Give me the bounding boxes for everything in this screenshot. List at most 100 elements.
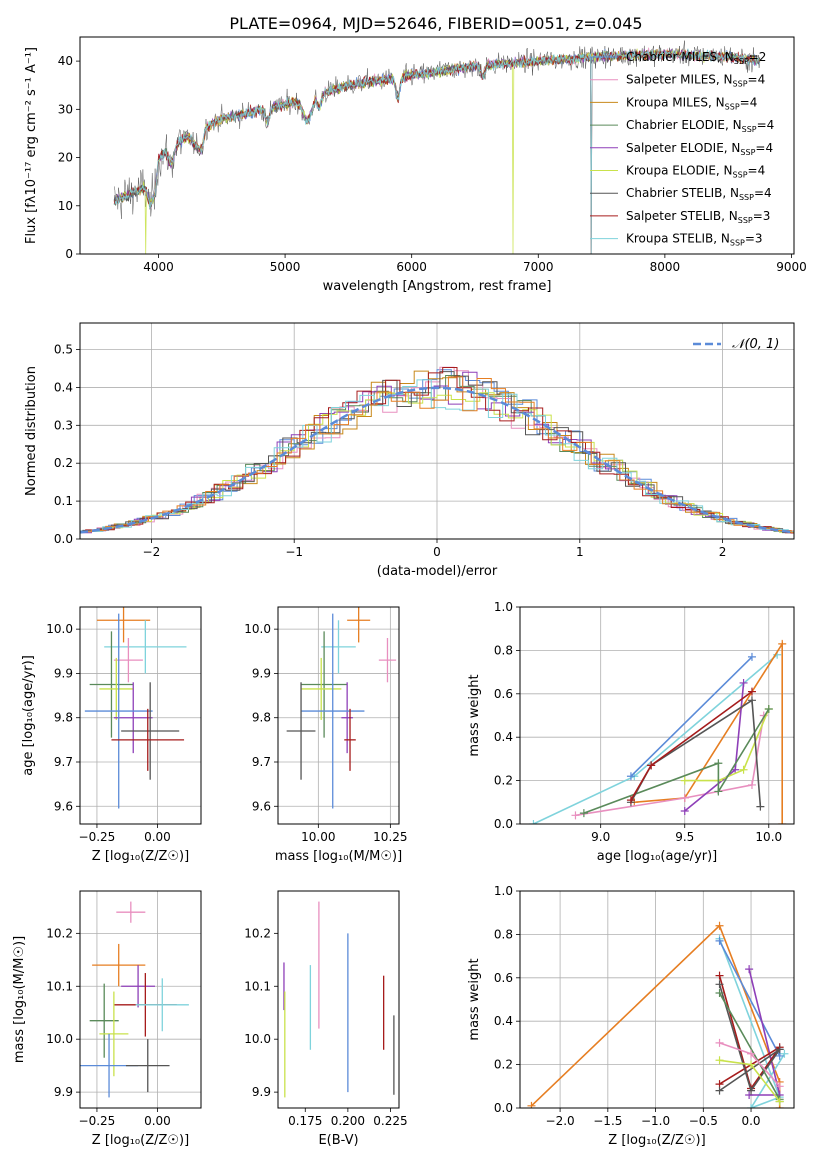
weight-marker	[756, 802, 765, 811]
x-tick-label: 10.0	[755, 830, 782, 844]
weight-marker	[715, 971, 724, 980]
weight-marker	[739, 678, 748, 687]
weight-marker	[775, 1082, 784, 1091]
weight-marker	[764, 704, 773, 713]
y-tick-label: 20	[58, 151, 73, 165]
x-axis-label: age [log₁₀(age/yr)]	[597, 849, 718, 864]
x-tick-label: 10.25	[373, 830, 407, 844]
y-tick-label: 0.2	[494, 774, 513, 788]
x-axis-label: Z [log₁₀(Z/Z☉)]	[608, 1133, 705, 1148]
x-tick-label: −0.25	[79, 1114, 116, 1128]
y-tick-label: 10.0	[46, 1032, 73, 1046]
x-tick-label: 0	[433, 545, 441, 559]
y-tick-label: 9.9	[54, 1085, 73, 1099]
weight-marker	[778, 639, 787, 648]
y-tick-label: 0.3	[54, 418, 73, 432]
weight-marker	[747, 696, 756, 705]
x-tick-label: −0.25	[79, 830, 116, 844]
x-tick-label: 6000	[396, 260, 427, 274]
legend-entry: Chabrier STELIB, NSSP=4	[626, 186, 772, 202]
weight-marker	[747, 1086, 756, 1095]
weight-marker	[745, 1090, 754, 1099]
weight-marker	[775, 1045, 784, 1054]
axes-frame	[519, 890, 795, 1109]
y-tick-label: 9.8	[252, 711, 271, 725]
x-axis-label: Z [log₁₀(Z/Z☉)]	[92, 1133, 189, 1148]
weight-marker	[715, 1038, 724, 1047]
weight-line	[630, 690, 753, 801]
weight-marker	[747, 1104, 756, 1108]
x-axis-label: (data-model)/error	[377, 564, 498, 579]
weight-marker	[626, 772, 635, 781]
weight-marker	[715, 1056, 724, 1065]
x-tick-label: 0.225	[373, 1114, 407, 1128]
y-axis-label: mass weight	[467, 674, 482, 756]
y-tick-label: 10.0	[244, 1032, 271, 1046]
legend-entry: Salpeter ELODIE, NSSP=4	[626, 141, 773, 157]
y-tick-label: 1.0	[494, 884, 513, 898]
x-tick-label: −0.5	[689, 1114, 718, 1128]
y-tick-label: 10.0	[46, 622, 73, 636]
x-tick-label: 9000	[776, 260, 807, 274]
legend-entry: Chabrier ELODIE, NSSP=4	[626, 118, 774, 134]
x-axis-label: Z [log₁₀(Z/Z☉)]	[92, 849, 189, 864]
x-tick-label: −1.5	[593, 1114, 622, 1128]
normal-curve	[80, 386, 794, 534]
legend-entry: Kroupa MILES, NSSP=4	[626, 95, 757, 111]
weight-marker	[775, 1097, 784, 1106]
y-tick-label: 0.8	[494, 643, 513, 657]
panel-mass-vs-ebv: 0.175 0.200 0.225 9.9 10.0 10.1 10.2 E(B-V)	[244, 890, 408, 1148]
y-axis-label: mass weight	[467, 958, 482, 1040]
y-tick-label: 0.4	[494, 1014, 513, 1028]
y-tick-label: 0.0	[494, 817, 513, 831]
x-tick-label: −1	[285, 545, 303, 559]
y-tick-label: 9.9	[252, 666, 271, 680]
weight-line	[718, 975, 781, 1091]
y-tick-label: 10.2	[244, 926, 271, 940]
y-tick-label: 10.0	[244, 622, 271, 636]
legend-entry: Kroupa STELIB, NSSP=3	[626, 232, 763, 248]
weight-marker	[680, 793, 689, 802]
error-bars	[84, 607, 187, 809]
y-tick-label: 10.1	[46, 979, 73, 993]
axes-frame	[79, 322, 795, 540]
weight-line	[748, 968, 781, 1096]
weight-marker	[747, 652, 756, 661]
y-axis-label: Normed distribution	[24, 366, 39, 496]
x-tick-label: 10.00	[301, 830, 335, 844]
weight-line	[718, 940, 781, 1057]
panel-residuals: −2 −1 0 1 2 0.0 0.1 0.2 0.3 0.4 0.5 (data-model)/er…	[24, 322, 795, 579]
weight-marker	[715, 1086, 724, 1095]
x-tick-label: −2.0	[546, 1114, 575, 1128]
weight-line	[583, 708, 770, 814]
weight-marker	[715, 988, 724, 997]
legend-entry: Salpeter STELIB, NSSP=3	[626, 209, 770, 225]
x-tick-label: 9.5	[675, 830, 694, 844]
axes-frame	[79, 36, 795, 255]
y-tick-label: 0.1	[54, 494, 73, 508]
weight-marker	[778, 820, 787, 824]
x-tick-label: 8000	[650, 260, 681, 274]
y-tick-label: 40	[58, 54, 73, 68]
histogram-step	[80, 370, 794, 533]
y-axis-label: mass [log₁₀(M/M☉)]	[12, 936, 27, 1063]
y-tick-label: 9.7	[252, 755, 271, 769]
x-tick-label: 0.200	[331, 1114, 365, 1128]
x-tick-label: 0.0	[741, 1114, 760, 1128]
histogram-step	[80, 379, 794, 533]
x-tick-label: 0.00	[144, 1114, 171, 1128]
panel-mass-weight-vs-z: −2.0 −1.5 −1.0 −0.5 0.0 0.0 0.2 0.4 0.6 0.8 1.0 Z […	[467, 884, 795, 1148]
y-axis-label: Flux [fλ10⁻¹⁷ erg cm⁻² s⁻¹ A⁻¹]	[24, 47, 39, 244]
x-axis-label: wavelength [Angstrom, rest frame]	[323, 279, 552, 294]
weight-marker	[626, 796, 635, 805]
legend-entry: Kroupa ELODIE, NSSP=4	[626, 164, 765, 180]
error-bars	[286, 607, 397, 809]
error-bars	[283, 901, 395, 1098]
histograms	[80, 366, 794, 535]
y-tick-label: 9.9	[54, 666, 73, 680]
x-tick-label: 1	[576, 545, 584, 559]
y-tick-label: 9.6	[252, 799, 271, 813]
weight-marker	[747, 1049, 756, 1058]
axes-frame	[519, 606, 795, 825]
